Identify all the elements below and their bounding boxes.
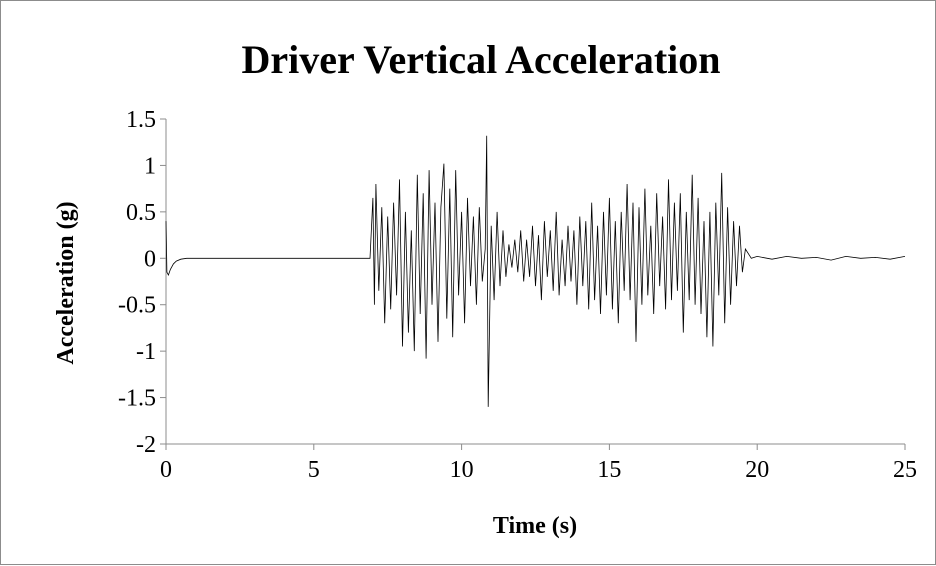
x-tick-label: 20 (745, 457, 769, 483)
x-tick-label: 25 (893, 457, 917, 483)
x-tick-label: 0 (160, 457, 172, 483)
x-tick-label: 5 (308, 457, 320, 483)
y-tick-label: -0.5 (118, 293, 156, 319)
y-tick-label: 1.5 (126, 107, 156, 133)
x-tick-label: 15 (597, 457, 621, 483)
y-tick-label: 1 (144, 153, 156, 179)
chart-title: Driver Vertical Acceleration (241, 37, 720, 82)
tick-labels: 1.510.50-0.5-1-1.5-20 5 10 15 20 25 (118, 107, 917, 483)
axes (160, 118, 906, 450)
y-tick-label: -1 (136, 339, 156, 365)
series-line (165, 135, 906, 407)
y-tick-label: 0.5 (126, 200, 156, 226)
y-tick-label: -2 (136, 432, 156, 458)
x-tick-label: 10 (450, 457, 474, 483)
y-axis-title: Acceleration (g) (53, 201, 79, 364)
x-axis-title: Time (s) (493, 513, 577, 539)
y-tick-label: -1.5 (118, 386, 156, 412)
y-tick-label: 0 (144, 246, 156, 272)
